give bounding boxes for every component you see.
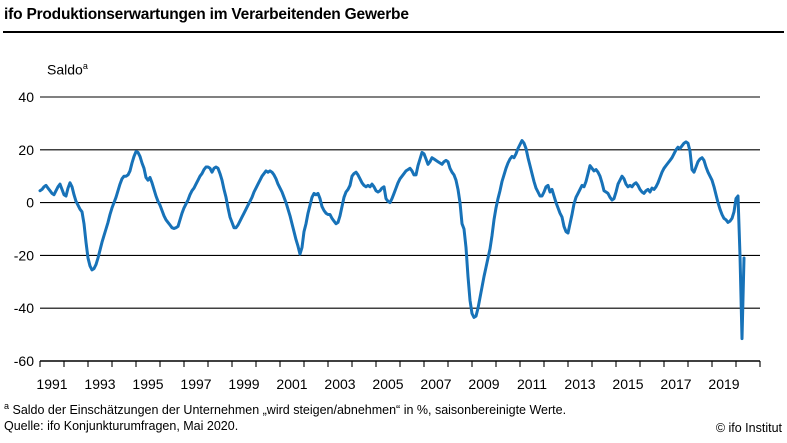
y-axis-tick-label: -40 bbox=[14, 300, 34, 316]
x-axis-year-label: 2017 bbox=[660, 376, 691, 392]
x-axis-year-label: 2019 bbox=[708, 376, 739, 392]
footnote: a Saldo der Einschätzungen der Unternehm… bbox=[4, 401, 566, 417]
x-axis-year-label: 2011 bbox=[517, 376, 547, 392]
source-line: Quelle: ifo Konjunkturumfragen, Mai 2020… bbox=[4, 419, 239, 433]
y-axis-tick-label: 20 bbox=[18, 142, 34, 158]
x-axis-year-label: 1993 bbox=[84, 376, 115, 392]
y-axis-tick-label: 40 bbox=[18, 89, 34, 105]
chart-title: ifo Produktionserwartungen im Verarbeite… bbox=[4, 6, 409, 23]
x-axis-year-label: 2007 bbox=[420, 376, 451, 392]
x-axis-year-label: 2001 bbox=[276, 376, 307, 392]
x-axis-year-label: 1995 bbox=[132, 376, 163, 392]
x-axis-year-label: 1999 bbox=[228, 376, 259, 392]
series-line-produktionserwartungen bbox=[38, 139, 746, 341]
footnote-text: Saldo der Einschätzungen der Unternehmen… bbox=[9, 403, 567, 418]
x-axis-year-label: 1991 bbox=[36, 376, 67, 392]
x-axis-year-label: 1997 bbox=[180, 376, 211, 392]
title-underline bbox=[3, 31, 784, 33]
y-axis-unit-text: Saldo bbox=[47, 61, 83, 78]
y-axis-tick-label: -20 bbox=[14, 247, 34, 263]
copyright: © ifo Institut bbox=[715, 421, 782, 435]
x-axis-year-label: 2015 bbox=[612, 376, 643, 392]
x-axis-year-label: 2005 bbox=[372, 376, 403, 392]
y-axis-unit-label: Saldoa bbox=[47, 61, 88, 78]
y-axis-tick-label: -60 bbox=[14, 353, 34, 369]
y-axis-unit-superscript: a bbox=[82, 61, 88, 71]
x-axis-year-label: 2013 bbox=[564, 376, 595, 392]
x-axis-year-label: 2003 bbox=[324, 376, 355, 392]
y-axis-tick-label: 0 bbox=[26, 195, 34, 211]
x-axis-year-label: 2009 bbox=[468, 376, 499, 392]
footnote-superscript: a bbox=[4, 401, 10, 411]
